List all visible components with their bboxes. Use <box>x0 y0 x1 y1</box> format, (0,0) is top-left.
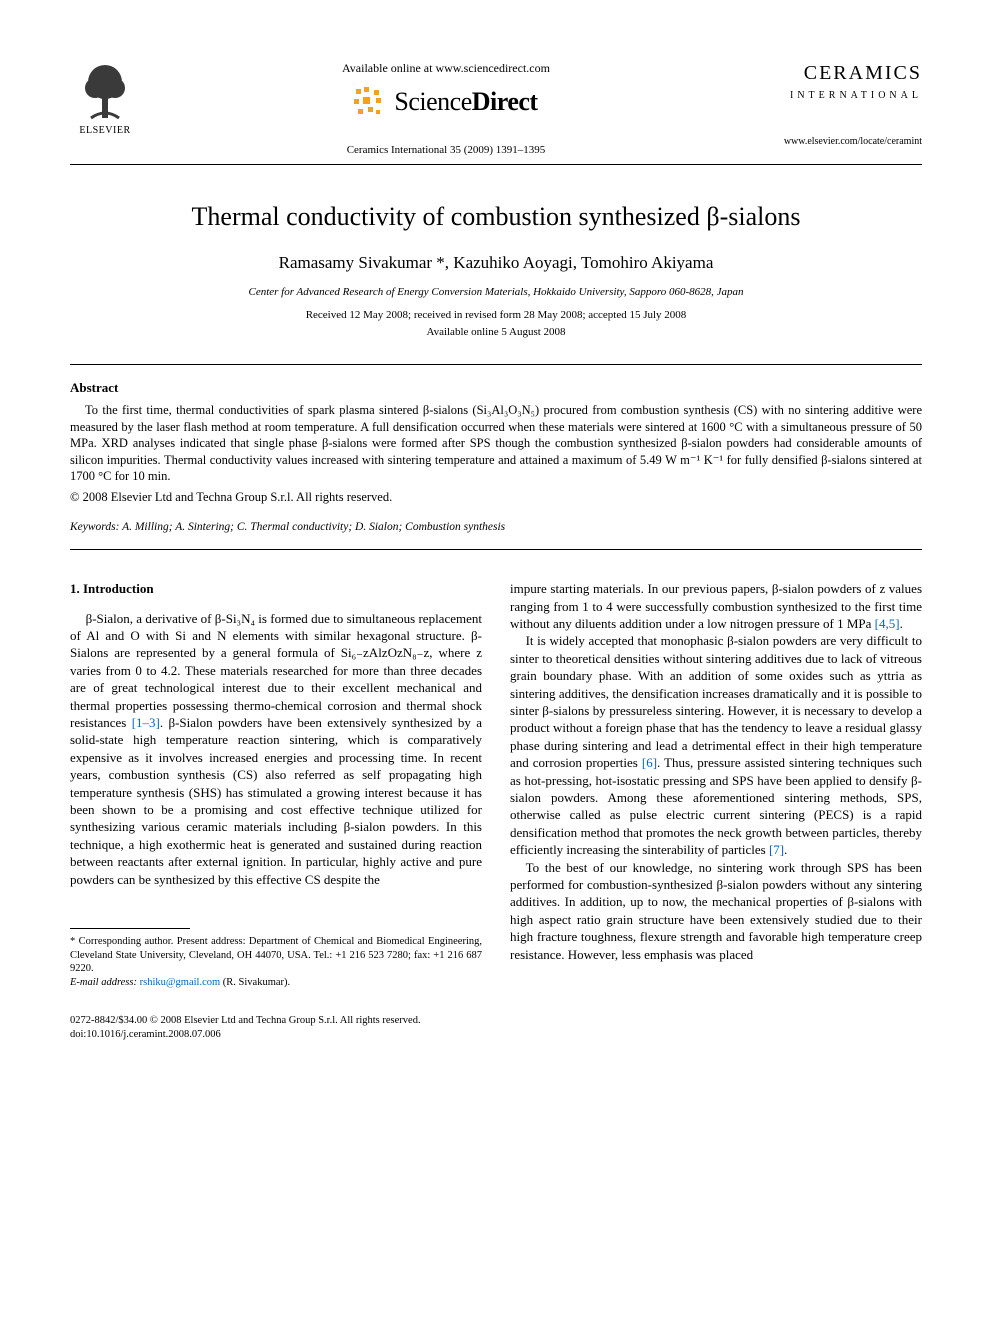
dates-line-1: Received 12 May 2008; received in revise… <box>70 308 922 323</box>
keywords-label: Keywords: <box>70 521 119 533</box>
journal-block: CERAMICS INTERNATIONAL www.elsevier.com/… <box>752 60 922 148</box>
citation: Ceramics International 35 (2009) 1391–13… <box>140 143 752 158</box>
section-heading-intro: 1. Introduction <box>70 580 482 597</box>
keywords-text: A. Milling; A. Sintering; C. Thermal con… <box>119 521 505 533</box>
authors: Ramasamy Sivakumar *, Kazuhiko Aoyagi, T… <box>70 252 922 275</box>
header-center: Available online at www.sciencedirect.co… <box>140 60 752 158</box>
sciencedirect-text: ScienceDirect <box>394 84 537 119</box>
elsevier-logo: ELSEVIER <box>70 60 140 138</box>
sciencedirect-logo: ScienceDirect <box>354 84 537 119</box>
footer-copyright: 0272-8842/$34.00 © 2008 Elsevier Ltd and… <box>70 1014 922 1028</box>
keywords: Keywords: A. Milling; A. Sintering; C. T… <box>70 520 922 536</box>
body-columns: 1. Introduction β-Sialon, a derivative o… <box>70 580 922 989</box>
available-online-line: Available online at www.sciencedirect.co… <box>140 60 752 76</box>
ref-link-6[interactable]: [6] <box>642 755 657 770</box>
abstract-copyright: © 2008 Elsevier Ltd and Techna Group S.r… <box>70 489 922 506</box>
article-title: Thermal conductivity of combustion synth… <box>70 199 922 234</box>
c2p2c: . <box>784 842 787 857</box>
col2-para-3: To the best of our knowledge, no sinteri… <box>510 859 922 963</box>
col2-para-1: impure starting materials. In our previo… <box>510 580 922 632</box>
header-rule <box>70 164 922 165</box>
intro-para-1: β-Sialon, a derivative of β-Si₃N₄ is for… <box>70 610 482 889</box>
dates-line-2: Available online 5 August 2008 <box>70 325 922 340</box>
email-link[interactable]: rshiku@gmail.com <box>137 977 220 988</box>
email-footnote: E-mail address: rshiku@gmail.com (R. Siv… <box>70 976 482 990</box>
c2p1b: . <box>900 616 903 631</box>
elsevier-label: ELSEVIER <box>79 124 130 138</box>
sd-suffix: Direct <box>472 87 538 116</box>
page-header: ELSEVIER Available online at www.science… <box>70 60 922 158</box>
c2p2a: It is widely accepted that monophasic β-… <box>510 633 922 770</box>
journal-sub: INTERNATIONAL <box>752 89 922 103</box>
p1b: . β-Sialon powders have been extensively… <box>70 715 482 887</box>
ref-link-1-3[interactable]: [1–3] <box>132 715 160 730</box>
abstract-rule-bottom <box>70 549 922 550</box>
column-right: impure starting materials. In our previo… <box>510 580 922 989</box>
journal-name: CERAMICS <box>752 60 922 87</box>
column-left: 1. Introduction β-Sialon, a derivative o… <box>70 580 482 989</box>
ref-link-7[interactable]: [7] <box>769 842 784 857</box>
col2-para-2: It is widely accepted that monophasic β-… <box>510 632 922 858</box>
sd-prefix: Science <box>394 87 471 116</box>
email-label: E-mail address: <box>70 977 137 988</box>
p1a: β-Sialon, a derivative of β-Si₃N₄ is for… <box>70 611 482 730</box>
abstract-rule-top <box>70 364 922 365</box>
abstract-heading: Abstract <box>70 379 922 397</box>
ref-link-4-5[interactable]: [4,5] <box>875 616 900 631</box>
journal-url: www.elsevier.com/locate/ceramint <box>752 135 922 149</box>
corresponding-author-footnote: * Corresponding author. Present address:… <box>70 935 482 976</box>
footer-doi: doi:10.1016/j.ceramint.2008.07.006 <box>70 1028 922 1042</box>
abstract-text: To the first time, thermal conductivitie… <box>70 402 922 485</box>
c2p1a: impure starting materials. In our previo… <box>510 581 922 631</box>
email-suffix: (R. Sivakumar). <box>220 977 290 988</box>
footnote-rule <box>70 928 190 929</box>
elsevier-tree-icon <box>77 60 133 122</box>
sciencedirect-burst-icon <box>354 87 384 117</box>
affiliation: Center for Advanced Research of Energy C… <box>70 285 922 300</box>
c2p2b: . Thus, pressure assisted sintering tech… <box>510 755 922 857</box>
